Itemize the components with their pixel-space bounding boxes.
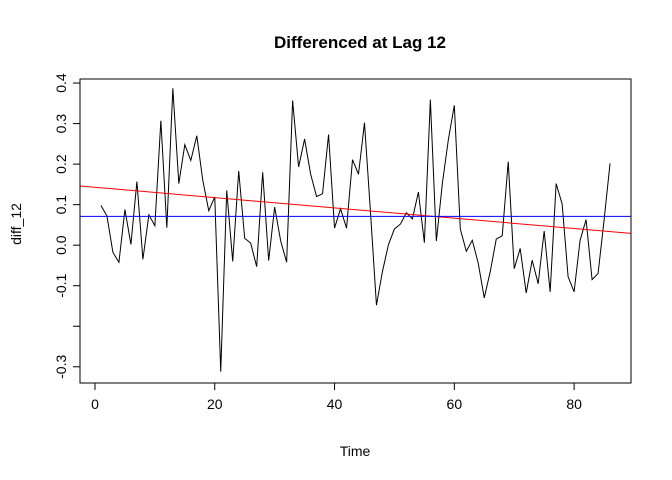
x-tick-label-3: 60 xyxy=(447,396,463,412)
y-tick-label-2: 0.0 xyxy=(53,235,69,255)
y-tick-label-1: -0.1 xyxy=(53,273,69,297)
x-tick-label-0: 0 xyxy=(91,396,99,412)
axes: 0 20 40 60 80 -0.3 -0.1 0.0 0.1 0.2 0.3 0.4 xyxy=(53,73,582,412)
y-tick-label-6: 0.4 xyxy=(53,73,69,93)
plot-area xyxy=(79,88,632,372)
y-tick-label-5: 0.3 xyxy=(53,114,69,134)
y-tick-label-3: 0.1 xyxy=(53,195,69,215)
y-tick-label-4: 0.2 xyxy=(53,154,69,174)
chart-title: Differenced at Lag 12 xyxy=(274,33,446,52)
y-tick-label-0: -0.3 xyxy=(53,355,69,379)
x-axis-label: Time xyxy=(340,443,371,459)
x-tick-label-2: 40 xyxy=(327,396,343,412)
plot-frame xyxy=(79,78,632,384)
x-tick-label-4: 80 xyxy=(566,396,582,412)
y-axis-label: diff_12 xyxy=(8,203,24,245)
x-tick-label-1: 20 xyxy=(207,396,223,412)
trend-line xyxy=(79,185,632,234)
series-line-0 xyxy=(100,88,611,372)
